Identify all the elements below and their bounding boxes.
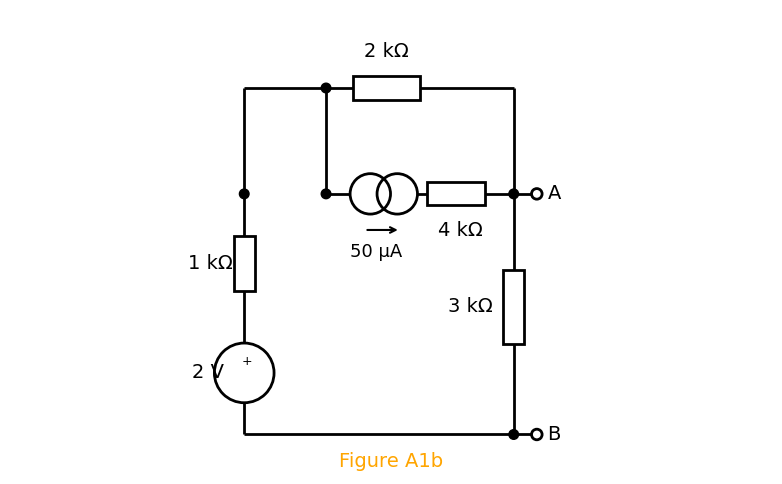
Bar (353, 76, 420, 100)
Text: +: + (242, 355, 252, 368)
Circle shape (321, 83, 331, 93)
Text: 2 kΩ: 2 kΩ (364, 43, 408, 61)
Bar (234, 236, 255, 291)
Text: Figure A1b: Figure A1b (339, 452, 443, 470)
Circle shape (239, 189, 249, 199)
Text: 4 kΩ: 4 kΩ (439, 221, 483, 240)
Text: B: B (547, 425, 561, 444)
Circle shape (321, 189, 331, 199)
Circle shape (509, 189, 518, 199)
Text: 3 kΩ: 3 kΩ (448, 298, 493, 317)
Bar (503, 270, 524, 344)
Text: 50 μA: 50 μA (350, 242, 403, 260)
Bar (427, 182, 485, 205)
Text: A: A (547, 184, 561, 203)
Text: 2 V: 2 V (192, 363, 224, 382)
Circle shape (509, 430, 518, 439)
Text: 1 kΩ: 1 kΩ (188, 254, 233, 273)
